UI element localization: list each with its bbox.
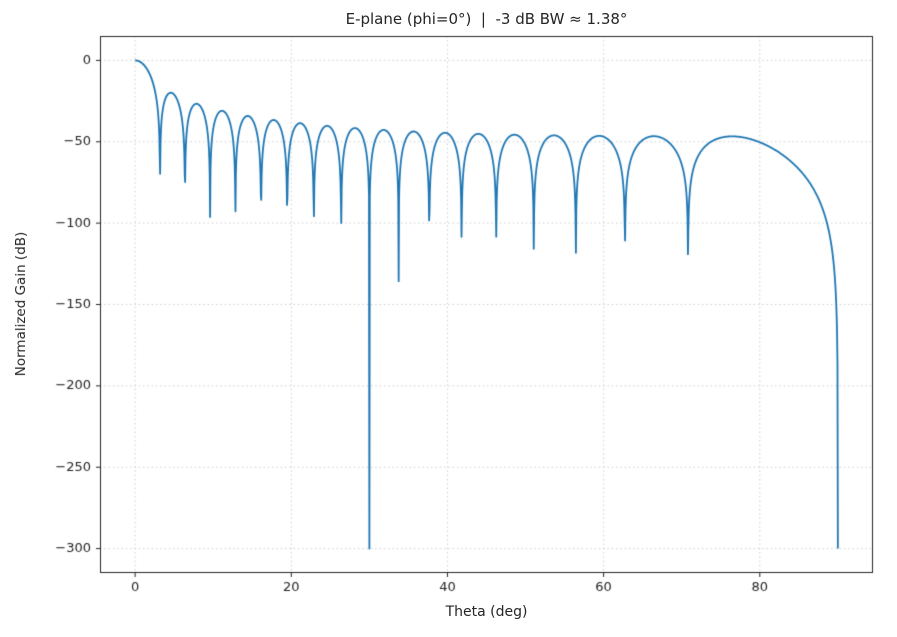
y-axis-label: Normalized Gain (dB) [13, 231, 29, 377]
x-axis-label: Theta (deg) [445, 604, 528, 620]
chart-title: E-plane (phi=0°) | -3 dB BW ≈ 1.38° [345, 10, 628, 28]
